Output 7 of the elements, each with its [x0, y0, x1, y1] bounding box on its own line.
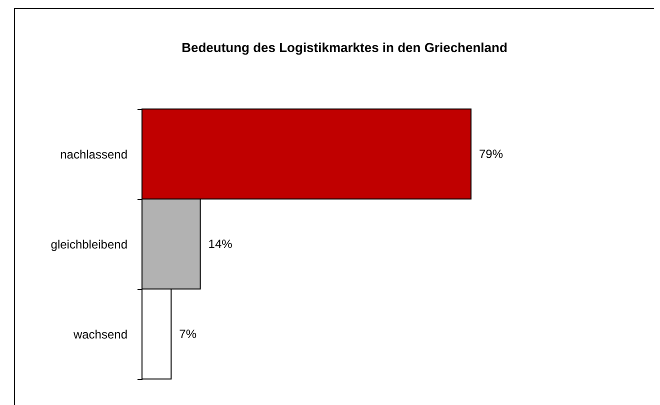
y-tick-label: wachsend	[72, 328, 128, 342]
chart-title: Bedeutung des Logistikmarktes in den Griechenland	[182, 40, 508, 55]
data-label: 14%	[208, 237, 233, 251]
data-label: 7%	[179, 327, 197, 341]
data-label: 79%	[479, 147, 504, 161]
y-tick-label: nachlassend	[60, 148, 128, 162]
y-tick-label: gleichbleibend	[50, 238, 128, 252]
